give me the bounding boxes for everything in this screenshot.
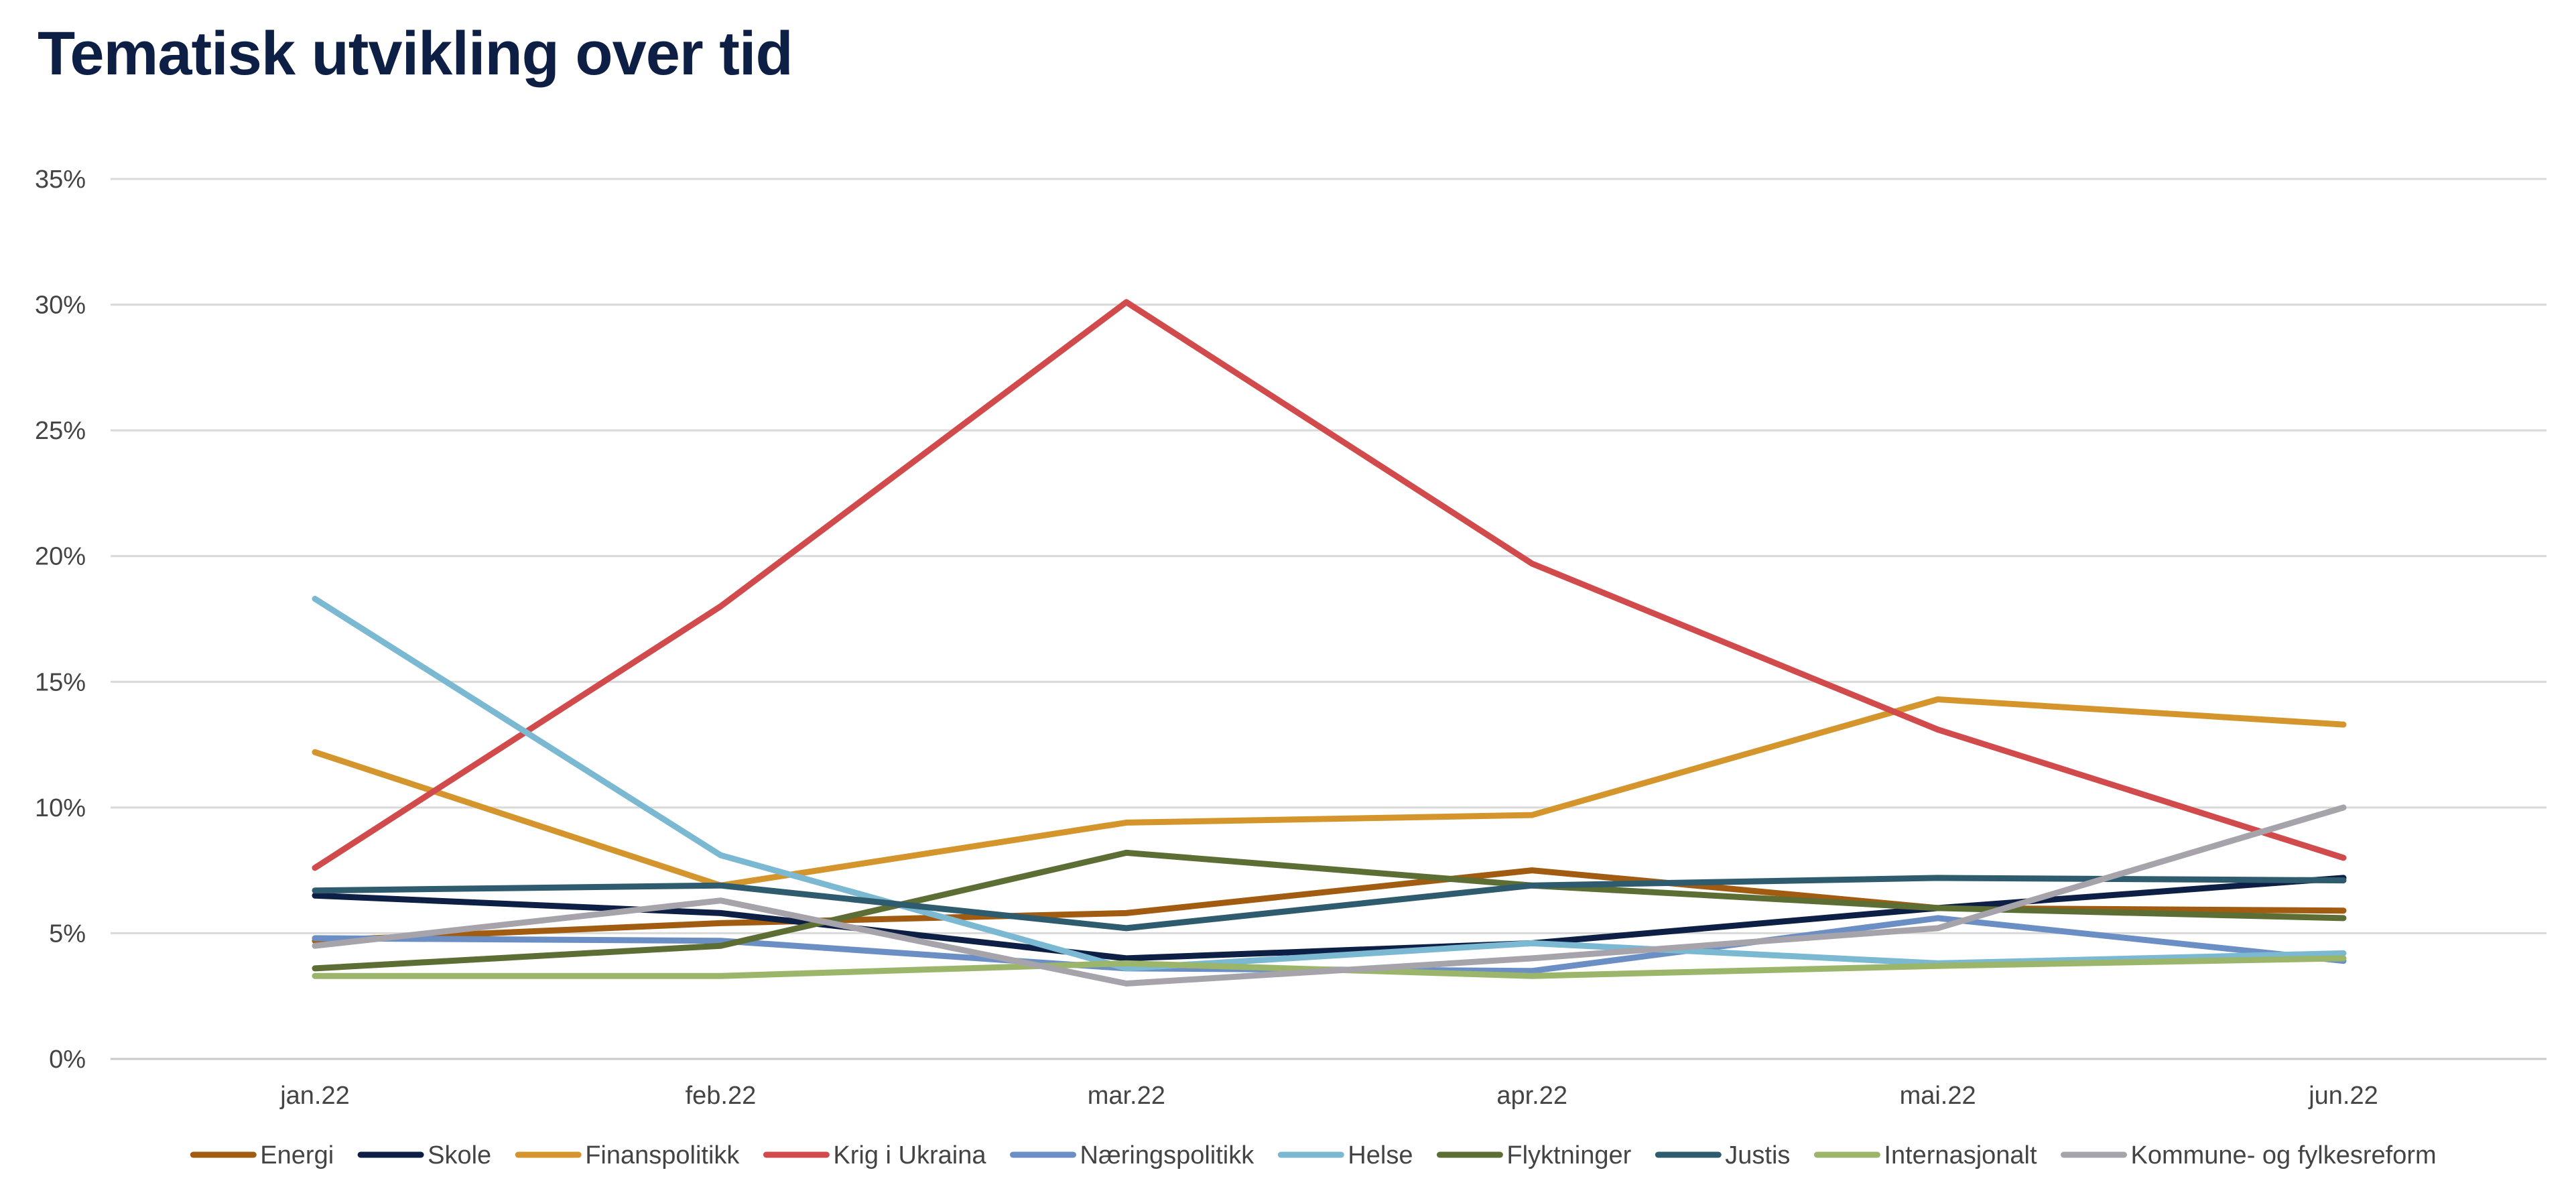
legend-label: Næringspolitikk bbox=[1080, 1141, 1255, 1170]
legend-item: Skole bbox=[357, 1141, 491, 1170]
series-line-finanspolitikk bbox=[312, 696, 2347, 889]
y-tick-label: 20% bbox=[35, 543, 86, 571]
x-axis-ticks: jan.22 feb.22 mar.22 apr.22 mai.22 jun.22 bbox=[279, 1082, 2378, 1110]
legend-item: Krig i Ukraina bbox=[763, 1141, 986, 1170]
y-tick-label: 15% bbox=[35, 668, 86, 696]
y-axis-ticks: 0% 5% 10% 15% 20% 25% 30% 35% bbox=[35, 166, 86, 1074]
y-tick-label: 10% bbox=[35, 794, 86, 822]
legend-label: Kommune- og fylkesreform bbox=[2131, 1141, 2437, 1170]
x-tick-label: mai.22 bbox=[1900, 1082, 1976, 1110]
legend-item: Helse bbox=[1277, 1141, 1413, 1170]
legend-label: Krig i Ukraina bbox=[833, 1141, 986, 1170]
legend-item: Næringspolitikk bbox=[1010, 1141, 1255, 1170]
series-lines bbox=[312, 299, 2347, 987]
legend-label: Finanspolitikk bbox=[585, 1141, 740, 1170]
series-line-justis bbox=[312, 875, 2347, 932]
legend-item: Flyktninger bbox=[1436, 1141, 1632, 1170]
legend-item: Finanspolitikk bbox=[515, 1141, 740, 1170]
legend-label: Energi bbox=[260, 1141, 334, 1170]
series-line-kommune-og-fylkesreform bbox=[312, 804, 2347, 987]
legend-item: Internasjonalt bbox=[1813, 1141, 2037, 1170]
legend-label: Flyktninger bbox=[1506, 1141, 1631, 1170]
chart-title: Tematisk utvikling over tid bbox=[38, 19, 793, 88]
y-tick-label: 25% bbox=[35, 417, 86, 445]
legend-label: Helse bbox=[1348, 1141, 1413, 1170]
y-tick-label: 5% bbox=[49, 920, 86, 948]
legend: Energi Skole Finanspolitikk Krig i Ukraina N… bbox=[190, 1141, 2437, 1170]
x-tick-label: feb.22 bbox=[686, 1082, 757, 1110]
x-tick-label: mar.22 bbox=[1088, 1082, 1165, 1110]
y-tick-label: 0% bbox=[49, 1046, 86, 1074]
legend-label: Justis bbox=[1725, 1141, 1790, 1170]
x-tick-label: jan.22 bbox=[279, 1082, 350, 1110]
y-tick-label: 35% bbox=[35, 166, 86, 194]
series-line-krig-i-ukraina bbox=[312, 299, 2347, 871]
x-tick-label: jun.22 bbox=[2308, 1082, 2378, 1110]
x-tick-label: apr.22 bbox=[1496, 1082, 1567, 1110]
legend-item: Justis bbox=[1655, 1141, 1790, 1170]
legend-item: Energi bbox=[190, 1141, 334, 1170]
legend-item: Kommune- og fylkesreform bbox=[2061, 1141, 2437, 1170]
y-tick-label: 30% bbox=[35, 292, 86, 320]
legend-label: Skole bbox=[428, 1141, 491, 1170]
legend-label: Internasjonalt bbox=[1884, 1141, 2037, 1170]
